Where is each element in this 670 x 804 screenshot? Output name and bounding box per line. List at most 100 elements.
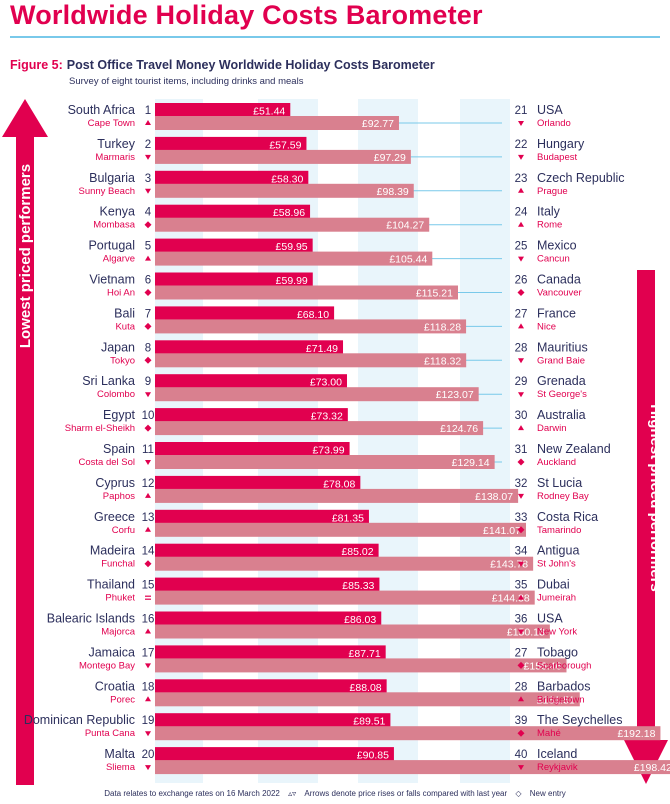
right-bar [155,149,411,164]
right-bar-value: £92.77 [362,118,394,130]
right-bar-value: £97.29 [374,152,406,164]
right-rank: 25 [515,241,528,253]
left-bar [155,272,313,288]
left-change-marker [144,322,152,330]
left-change-marker [145,120,151,125]
right-bar-value: £98.39 [377,186,409,198]
left-change-marker [145,526,151,532]
lowest-priced-label: Lowest priced performers [17,164,34,348]
footer-new-entry-icon: ◇ [515,789,522,798]
right-bar-value: £192.18 [617,728,655,740]
left-country-label: Croatia [95,679,135,693]
right-change-marker [518,187,524,193]
left-bar-value: £88.08 [350,682,382,694]
highest-priced-arrow [624,270,668,784]
left-rank: 10 [142,410,155,422]
left-bar-value: £71.49 [306,343,338,355]
left-country-label: Vietnam [89,273,135,287]
right-bar [155,488,519,503]
left-country-label: Balearic Islands [47,612,135,626]
left-rank: 15 [142,580,155,592]
right-country-label: Iceland [537,747,577,761]
right-country-label: Canada [537,273,581,287]
left-bar [155,374,347,390]
right-rank: 29 [515,376,528,388]
right-bar [155,590,535,605]
right-bar-value: £123.07 [436,389,474,401]
right-city-label: Rodney Bay [537,491,589,502]
right-bar-value: £150.13 [507,627,545,639]
right-city-label: Rome [537,220,562,231]
right-change-marker [518,392,524,398]
right-country-label: Grenada [537,374,586,388]
right-bar [155,285,459,300]
right-country-label: USA [537,612,563,626]
right-country-label: Czech Republic [537,171,625,185]
left-bar [155,747,394,763]
left-change-marker [145,663,151,669]
left-bar [155,306,335,322]
right-bar [155,455,495,469]
left-bar [155,340,344,356]
figure-caption-text: Post Office Travel Money Worldwide Holid… [66,58,435,72]
left-rank: 18 [142,681,155,693]
left-bar [155,103,291,118]
left-rank: 17 [142,647,155,659]
right-city-label: Nice [537,321,556,332]
right-bar [155,387,479,402]
right-bar [155,353,467,368]
right-change-marker [518,154,524,160]
left-country-label: Turkey [97,137,135,151]
right-change-marker [518,594,524,600]
right-bar [155,116,399,130]
footer-arrows-icon: ▵▿ [288,789,297,798]
left-country-label: Madeira [90,544,135,558]
footer-note: Data relates to exchange rates on 16 Mar… [0,789,670,798]
right-rank: 36 [515,614,528,626]
right-bar-value: £129.14 [452,457,490,469]
right-city-label: Darwin [537,423,567,434]
right-rank: 26 [515,275,528,287]
highest-priced-label: Highest priced performers [647,404,664,592]
right-country-label: St Lucia [537,476,582,490]
left-city-label: Sliema [106,762,136,773]
left-city-label: Tokyo [110,355,135,366]
left-rank: 5 [145,241,151,253]
left-country-label: Spain [103,442,135,456]
left-country-label: Malta [104,747,135,761]
right-rank: 34 [515,546,528,558]
right-bar [155,556,534,571]
right-rank: 22 [515,139,528,151]
left-change-marker [145,731,151,737]
right-city-label: Auckland [537,457,576,468]
left-city-label: Punta Cana [85,728,136,739]
right-change-marker [518,221,524,227]
right-city-label: Jumeirah [537,593,576,604]
left-change-marker [145,154,151,160]
right-bar-value: £141.07 [483,525,521,537]
left-country-label: Cyprus [95,476,135,490]
left-bar-value: £85.33 [342,580,374,592]
left-country-label: Portugal [88,239,135,253]
right-country-label: Australia [537,408,586,422]
left-city-label: Montego Bay [79,660,135,671]
left-bar-value: £73.99 [312,445,344,457]
left-change-marker [145,255,151,261]
right-bar [155,624,550,639]
right-city-label: Reykjavik [537,762,578,773]
right-bar-value: £144.38 [492,593,530,605]
left-city-label: Algarve [103,254,135,265]
right-bar-value: £104.27 [386,220,424,232]
right-rank: 28 [515,681,528,693]
right-bar-value: £198.42 [634,762,670,774]
right-city-label: New York [537,627,577,638]
